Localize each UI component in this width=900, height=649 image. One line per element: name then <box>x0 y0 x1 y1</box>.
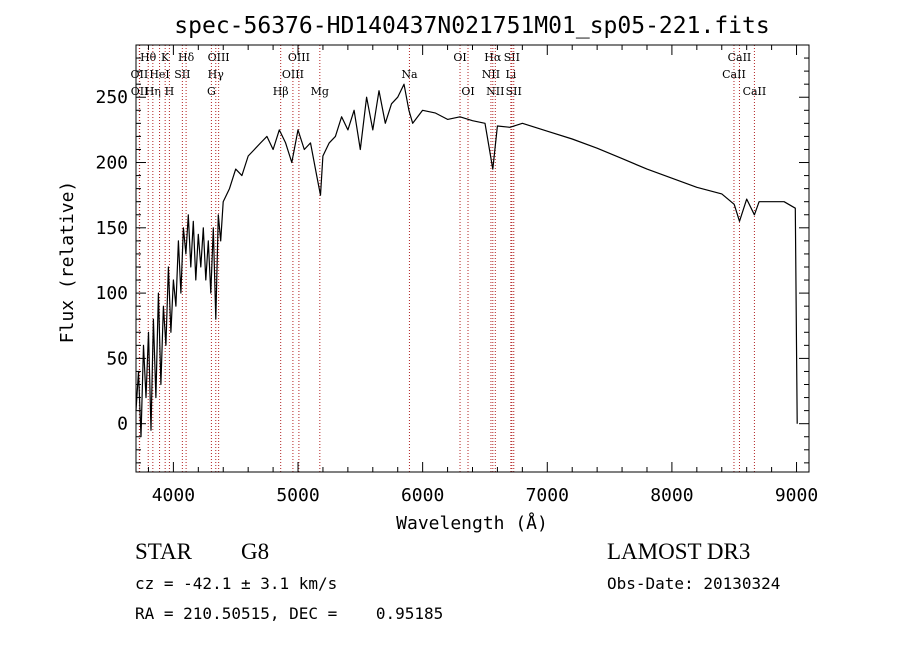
y-tick-label: 0 <box>117 414 128 435</box>
x-tick-label: 9000 <box>775 485 818 506</box>
line-label-8: Hδ <box>178 51 195 64</box>
line-label-4: HeI <box>149 68 169 81</box>
line-label-21: NII <box>482 68 500 81</box>
line-label-10: Hγ <box>208 68 225 81</box>
line-label-26: CaII <box>722 68 746 81</box>
line-label-3: Hη <box>145 85 161 98</box>
line-label-20: SII <box>504 51 520 64</box>
x-axis-label: Wavelength (Å) <box>396 512 548 534</box>
y-tick-label: 100 <box>95 283 128 304</box>
line-label-19: Hα <box>484 51 502 64</box>
line-label-7: SII <box>174 68 190 81</box>
line-label-12: Hβ <box>273 85 289 98</box>
line-label-22: Li <box>505 68 516 81</box>
y-tick-label: 50 <box>106 348 128 369</box>
line-label-11: G <box>207 85 216 98</box>
line-label-25: CaII <box>728 51 752 64</box>
object-subclass: G8 <box>241 539 270 564</box>
coordinates: RA = 210.50515, DEC = 0.95185 <box>135 604 444 623</box>
observation-date: Obs-Date: 20130324 <box>607 574 781 593</box>
line-label-1: OII <box>131 68 149 81</box>
line-label-23: NII <box>486 85 504 98</box>
plot-frame <box>135 44 810 473</box>
redshift-velocity: cz = -42.1 ± 3.1 km/s <box>135 574 338 593</box>
object-class: STAR <box>135 539 192 564</box>
y-axis-label: Flux (relative) <box>57 181 78 344</box>
flux-series <box>135 83 798 438</box>
line-label-9: OIII <box>208 51 230 64</box>
line-label-15: Mg <box>311 85 329 98</box>
x-tick-label: 4000 <box>152 485 195 506</box>
y-tick-label: 200 <box>95 153 128 174</box>
x-tick-label: 8000 <box>650 485 693 506</box>
line-label-6: H <box>165 85 175 98</box>
line-label-16: Na <box>401 68 418 81</box>
line-label-2: OII <box>131 85 149 98</box>
line-label-18: OI <box>461 85 474 98</box>
chart-title: spec-56376-HD140437N021751M01_sp05-221.f… <box>174 13 769 39</box>
line-label-14: OIII <box>282 68 304 81</box>
line-label-24: SII <box>506 85 522 98</box>
line-label-5: K <box>161 51 170 64</box>
line-label-13: OIII <box>288 51 310 64</box>
flux-line <box>135 83 798 438</box>
x-tick-label: 6000 <box>401 485 444 506</box>
y-tick-label: 250 <box>95 87 128 108</box>
x-tick-label: 7000 <box>526 485 569 506</box>
line-label-0: Hθ <box>140 51 157 64</box>
line-label-17: OI <box>453 51 466 64</box>
axes: 4000 5000 6000 7000 8000 9000 0 50 100 150 200 250 <box>95 45 818 506</box>
x-tick-label: 5000 <box>276 485 319 506</box>
line-label-27: CaII <box>743 85 767 98</box>
survey-name: LAMOST DR3 <box>607 539 751 564</box>
y-tick-label: 150 <box>95 218 128 239</box>
